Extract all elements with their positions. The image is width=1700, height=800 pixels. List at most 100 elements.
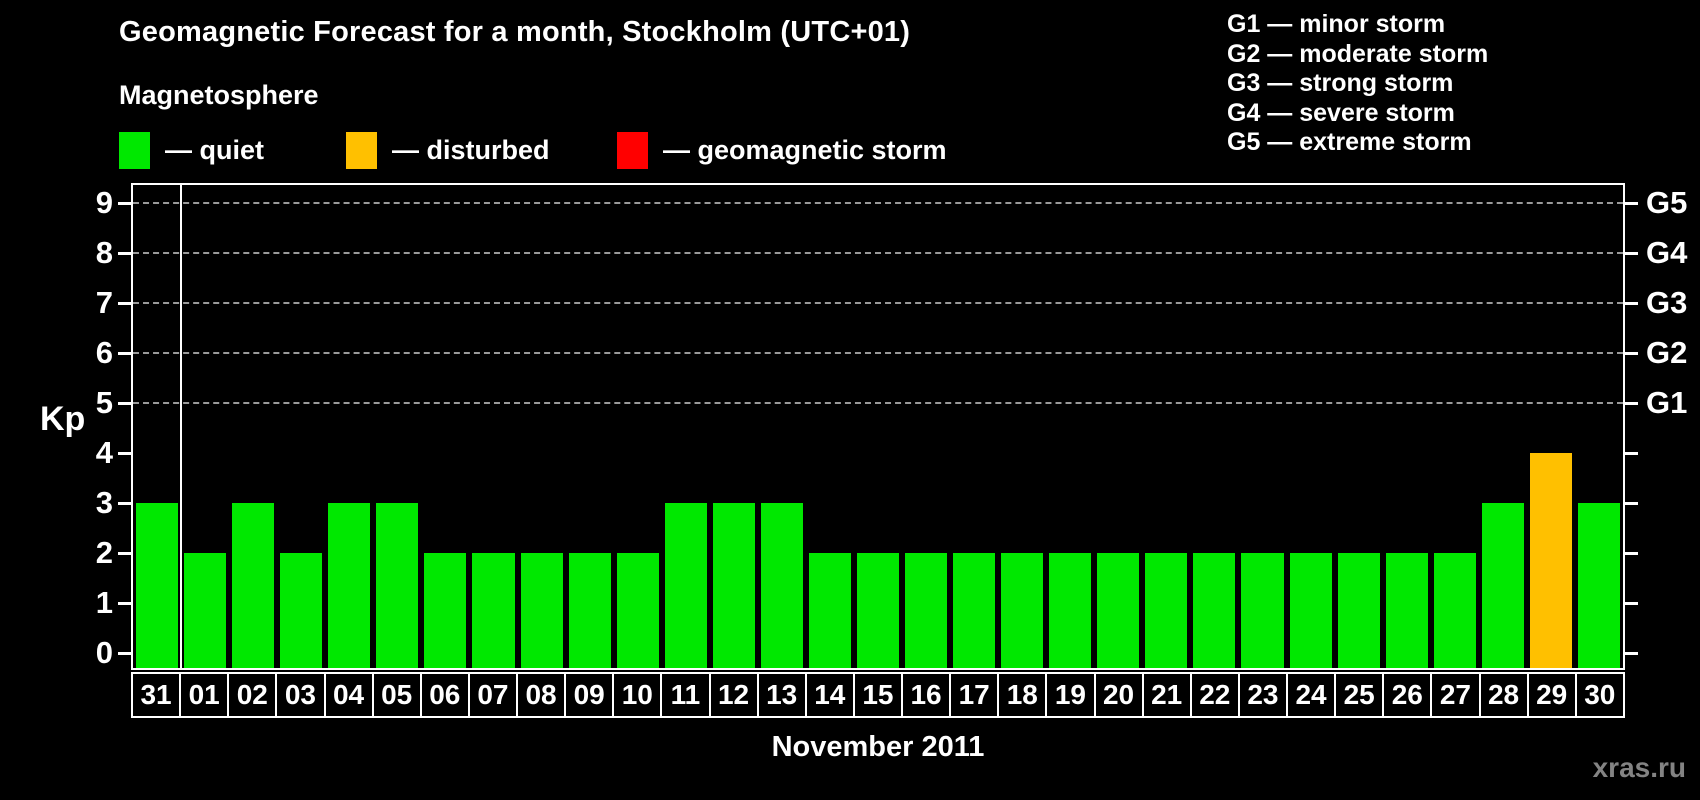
g-axis-label-G3: G3 <box>1646 284 1688 320</box>
gridline-kp7 <box>133 301 1623 304</box>
gridline-kp9 <box>133 201 1623 204</box>
y-axis-tick-label: 5 <box>95 384 113 420</box>
kp-bar-day-26 <box>1385 552 1428 668</box>
gridline-kp8 <box>133 251 1623 254</box>
y-axis-tick <box>118 451 131 455</box>
day-cell-11: 11 <box>660 672 711 718</box>
right-axis-tick <box>1625 401 1638 405</box>
kp-bar-day-13 <box>760 502 803 668</box>
day-cell-24: 24 <box>1286 672 1337 718</box>
y-axis-tick-label: 6 <box>95 334 113 370</box>
kp-bar-day-29 <box>1529 452 1572 668</box>
quiet-swatch-icon <box>119 131 150 169</box>
storm-swatch-icon <box>617 131 648 169</box>
right-axis-tick <box>1625 251 1638 255</box>
x-axis-title: November 2011 <box>771 731 985 763</box>
g-axis-label-G4: G4 <box>1646 234 1688 270</box>
kp-bar-day-22 <box>1193 552 1236 668</box>
day-cell-16: 16 <box>901 672 952 718</box>
day-cell-17: 17 <box>949 672 1000 718</box>
day-cell-07: 07 <box>467 672 518 718</box>
chart-title: Geomagnetic Forecast for a month, Stockh… <box>119 16 911 48</box>
kp-bar-day-31 <box>136 502 179 668</box>
right-axis-tick <box>1625 451 1638 455</box>
kp-bar-day-02 <box>232 502 275 668</box>
kp-bar-day-01 <box>184 552 227 668</box>
day-cell-05: 05 <box>371 672 422 718</box>
kp-bar-day-11 <box>664 502 707 668</box>
kp-bar-day-17 <box>953 552 996 668</box>
y-axis-tick <box>118 351 131 355</box>
g-scale-line: G1 — minor storm <box>1227 10 1446 38</box>
kp-bar-day-15 <box>856 552 900 668</box>
kp-bar-day-25 <box>1337 552 1380 668</box>
kp-bar-day-18 <box>1001 552 1044 668</box>
g-axis-label-G5: G5 <box>1646 184 1688 220</box>
kp-bar-day-05 <box>376 502 419 668</box>
day-cell-09: 09 <box>564 672 615 718</box>
g-scale-line: G4 — severe storm <box>1227 98 1455 127</box>
y-axis-tick-label: 4 <box>95 434 113 470</box>
day-cell-06: 06 <box>419 672 470 718</box>
kp-bar-day-28 <box>1481 502 1524 668</box>
month-separator <box>180 185 183 668</box>
y-axis-tick-label: 9 <box>95 184 113 220</box>
kp-bar-day-14 <box>808 552 851 668</box>
kp-bar-day-16 <box>905 552 948 668</box>
day-cell-10: 10 <box>612 672 663 718</box>
legend-item-disturbed: — disturbed <box>346 131 550 169</box>
y-axis-tick-label: 2 <box>95 534 113 570</box>
day-cell-20: 20 <box>1093 672 1144 718</box>
right-axis-tick <box>1625 351 1638 355</box>
day-cell-14: 14 <box>804 672 855 718</box>
kp-bar-day-07 <box>472 552 515 668</box>
plot-area <box>133 185 1623 668</box>
disturbed-swatch-icon <box>346 131 377 169</box>
day-cell-13: 13 <box>756 672 807 718</box>
kp-bar-day-20 <box>1097 552 1140 668</box>
day-cell-18: 18 <box>997 672 1048 718</box>
y-axis-tick-label: 3 <box>95 484 113 520</box>
y-axis-tick <box>118 301 131 305</box>
y-axis-tick <box>118 551 131 555</box>
legend-item-storm: — geomagnetic storm <box>617 131 947 169</box>
day-cell-04: 04 <box>323 672 374 718</box>
day-cell-01: 01 <box>179 672 230 718</box>
kp-bar-day-08 <box>520 552 563 668</box>
day-cell-08: 08 <box>516 672 567 718</box>
y-axis-tick <box>118 251 131 255</box>
day-cell-03: 03 <box>275 672 326 718</box>
day-cell-27: 27 <box>1430 672 1481 718</box>
day-cell-30: 30 <box>1574 672 1625 718</box>
g-scale-legend: G1 — minor storm G2 — moderate storm G3 — … <box>1227 10 1488 158</box>
kp-bar-day-23 <box>1241 552 1284 668</box>
g-scale-line: G3 — strong storm <box>1227 69 1454 97</box>
day-cell-29: 29 <box>1526 672 1577 718</box>
plot-frame <box>131 183 1625 670</box>
watermark: xras.ru <box>1592 752 1686 783</box>
y-axis-tick-label: 7 <box>95 284 113 320</box>
legend-label-quiet: — quiet <box>165 134 264 165</box>
kp-bar-day-09 <box>568 552 611 668</box>
day-cell-22: 22 <box>1189 672 1240 718</box>
g-scale-line: G5 — extreme storm <box>1227 128 1472 156</box>
day-cell-19: 19 <box>1045 672 1096 718</box>
y-axis-tick <box>118 501 131 505</box>
right-axis-tick <box>1625 551 1638 555</box>
day-cell-26: 26 <box>1382 672 1433 718</box>
day-cell-12: 12 <box>708 672 759 718</box>
day-cell-25: 25 <box>1334 672 1385 718</box>
kp-bar-day-10 <box>616 552 659 668</box>
right-axis-tick <box>1625 601 1638 605</box>
y-axis-tick <box>118 601 131 605</box>
day-cell-02: 02 <box>227 672 278 718</box>
kp-bar-day-06 <box>424 552 467 668</box>
y-axis-tick-label: 1 <box>95 584 113 620</box>
x-axis-day-labels: 31 01 02 03 04 05 06 07 08 09 10 11 12 13 14 15 16 17 18 19… <box>131 672 1625 718</box>
kp-bar-day-30 <box>1577 502 1620 668</box>
gridline-kp5 <box>133 401 1623 404</box>
g-axis-label-G1: G1 <box>1646 384 1688 420</box>
y-axis-label: Kp <box>40 400 86 438</box>
y-axis-tick-label: 8 <box>95 234 113 270</box>
kp-bar-day-12 <box>712 502 755 668</box>
